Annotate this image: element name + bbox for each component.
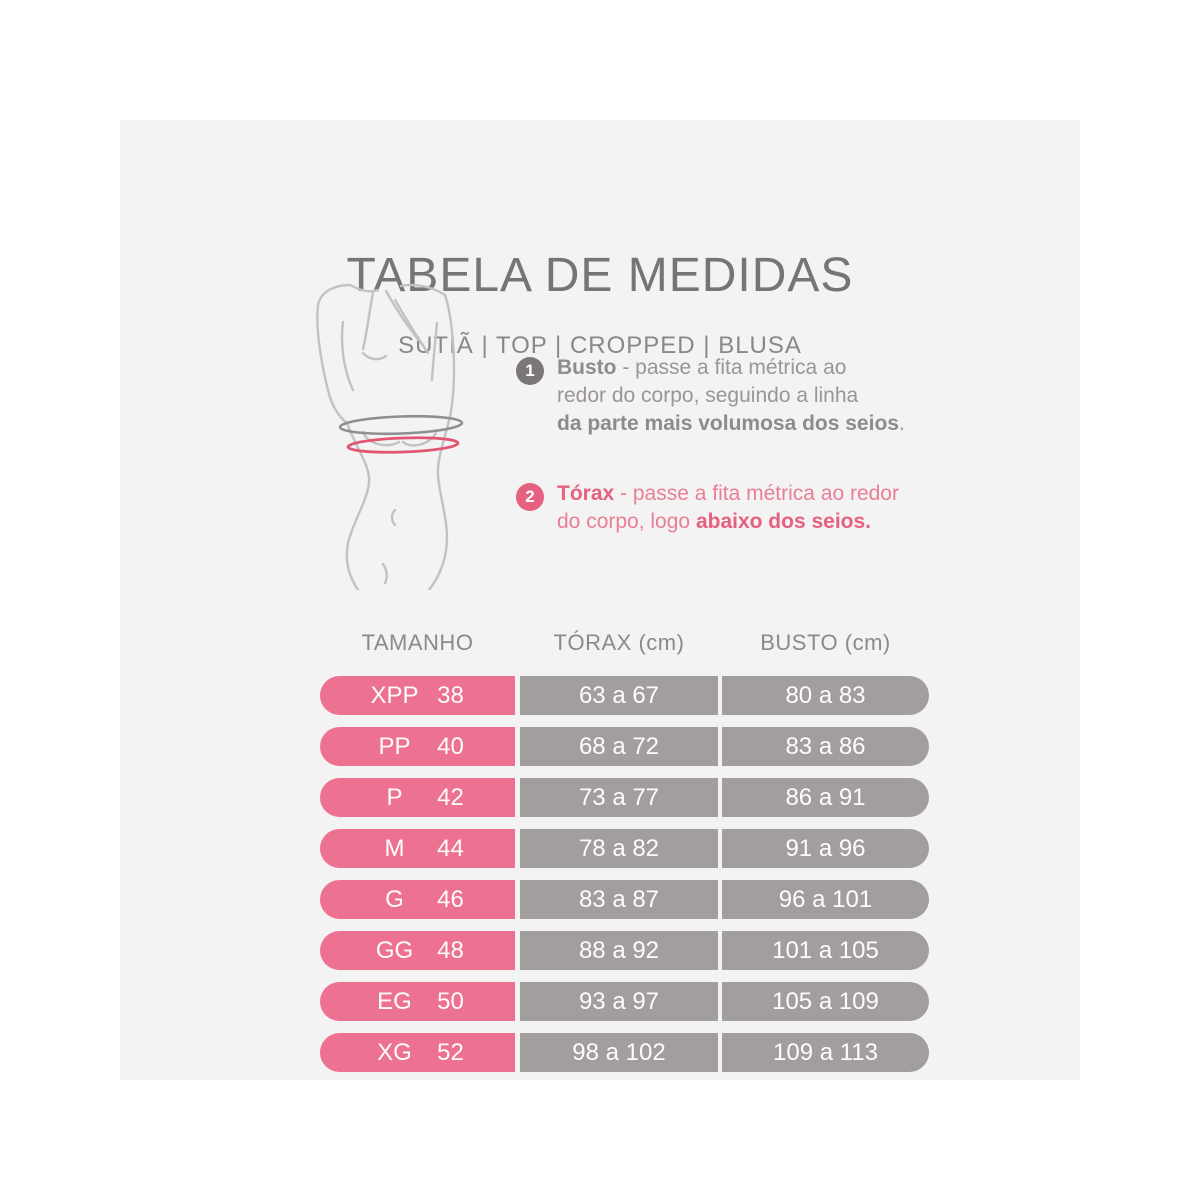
busto-cell: 101 a 105 — [722, 931, 929, 970]
size-number: 52 — [437, 1038, 464, 1066]
step-1-badge: 1 — [516, 357, 544, 385]
column-header-busto: BUSTO (cm) — [760, 630, 891, 655]
figure-line-art — [316, 283, 456, 590]
instruction-line: do corpo, logo abaixo dos seios. — [557, 510, 872, 533]
table-row: G 46 83 a 87 96 a 101 — [320, 880, 929, 919]
busto-cell: 91 a 96 — [722, 829, 929, 868]
size-number: 42 — [437, 783, 464, 811]
size-number: 44 — [437, 834, 464, 862]
table-row: XPP 38 63 a 67 80 a 83 — [320, 676, 929, 715]
size-label: G — [385, 885, 404, 913]
torax-cell: 73 a 77 — [520, 778, 718, 817]
table-row: P 42 73 a 77 86 a 91 — [320, 778, 929, 817]
torax-cell: 63 a 67 — [520, 676, 718, 715]
torax-cell: 88 a 92 — [520, 931, 718, 970]
size-label: XPP — [370, 681, 419, 709]
busto-cell: 105 a 109 — [722, 982, 929, 1021]
table-row: GG 48 88 a 92 101 a 105 — [320, 931, 929, 970]
page-subtitle: SUTIÃ | TOP | CROPPED | BLUSA — [398, 332, 802, 359]
size-label: M — [384, 834, 405, 862]
page-title: TABELA DE MEDIDAS — [346, 249, 854, 302]
size-label: P — [386, 783, 403, 811]
table-row: M 44 78 a 82 91 a 96 — [320, 829, 929, 868]
size-label: GG — [375, 936, 414, 964]
size-chart-panel: TABELA DE MEDIDAS SUTIÃ | TOP | CROPPED … — [120, 120, 1080, 1080]
busto-cell: 83 a 86 — [722, 727, 929, 766]
torax-cell: 93 a 97 — [520, 982, 718, 1021]
instruction-torax: 2 Tórax - passe a fita métrica ao redor d… — [516, 480, 899, 536]
size-cell: M 44 — [320, 829, 515, 868]
torax-cell: 83 a 87 — [520, 880, 718, 919]
column-header-tamanho: TAMANHO — [361, 630, 474, 655]
step-2-badge: 2 — [516, 483, 544, 511]
busto-cell: 80 a 83 — [722, 676, 929, 715]
column-header-torax: TÓRAX (cm) — [553, 630, 685, 655]
instruction-line: redor do corpo, seguindo a linha — [557, 384, 859, 407]
body-measurement-figure — [316, 283, 464, 590]
size-number: 38 — [437, 681, 464, 709]
busto-cell: 96 a 101 — [722, 880, 929, 919]
instruction-line: Tórax - passe a fita métrica ao redor — [557, 482, 899, 505]
torax-measure-ring — [346, 436, 460, 454]
size-cell: P 42 — [320, 778, 515, 817]
size-number: 40 — [437, 732, 464, 760]
size-cell: GG 48 — [320, 931, 515, 970]
torax-cell: 78 a 82 — [520, 829, 718, 868]
size-number: 48 — [437, 936, 464, 964]
instruction-line: Busto - passe a fita métrica ao — [557, 356, 847, 379]
instruction-torax-text: Tórax - passe a fita métrica ao redor do … — [557, 480, 899, 536]
busto-measure-ring — [338, 414, 464, 436]
torax-cell: 98 a 102 — [520, 1033, 718, 1072]
instruction-busto: 1 Busto - passe a fita métrica ao redor d… — [516, 354, 905, 438]
size-label: PP — [378, 732, 411, 760]
table-row: EG 50 93 a 97 105 a 109 — [320, 982, 929, 1021]
size-label: EG — [377, 987, 412, 1015]
table-row: XG 52 98 a 102 109 a 113 — [320, 1033, 929, 1072]
busto-cell: 109 a 113 — [722, 1033, 929, 1072]
size-number: 50 — [437, 987, 464, 1015]
table-row: PP 40 68 a 72 83 a 86 — [320, 727, 929, 766]
size-cell: PP 40 — [320, 727, 515, 766]
size-cell: XG 52 — [320, 1033, 515, 1072]
size-cell: XPP 38 — [320, 676, 515, 715]
busto-cell: 86 a 91 — [722, 778, 929, 817]
size-number: 46 — [437, 885, 464, 913]
torax-cell: 68 a 72 — [520, 727, 718, 766]
size-cell: G 46 — [320, 880, 515, 919]
instruction-line: da parte mais volumosa dos seios. — [557, 412, 905, 435]
size-label: XG — [377, 1038, 412, 1066]
instruction-busto-text: Busto - passe a fita métrica ao redor do … — [557, 354, 905, 438]
table-header-row: TAMANHO TÓRAX (cm) BUSTO (cm) — [320, 630, 929, 656]
size-cell: EG 50 — [320, 982, 515, 1021]
